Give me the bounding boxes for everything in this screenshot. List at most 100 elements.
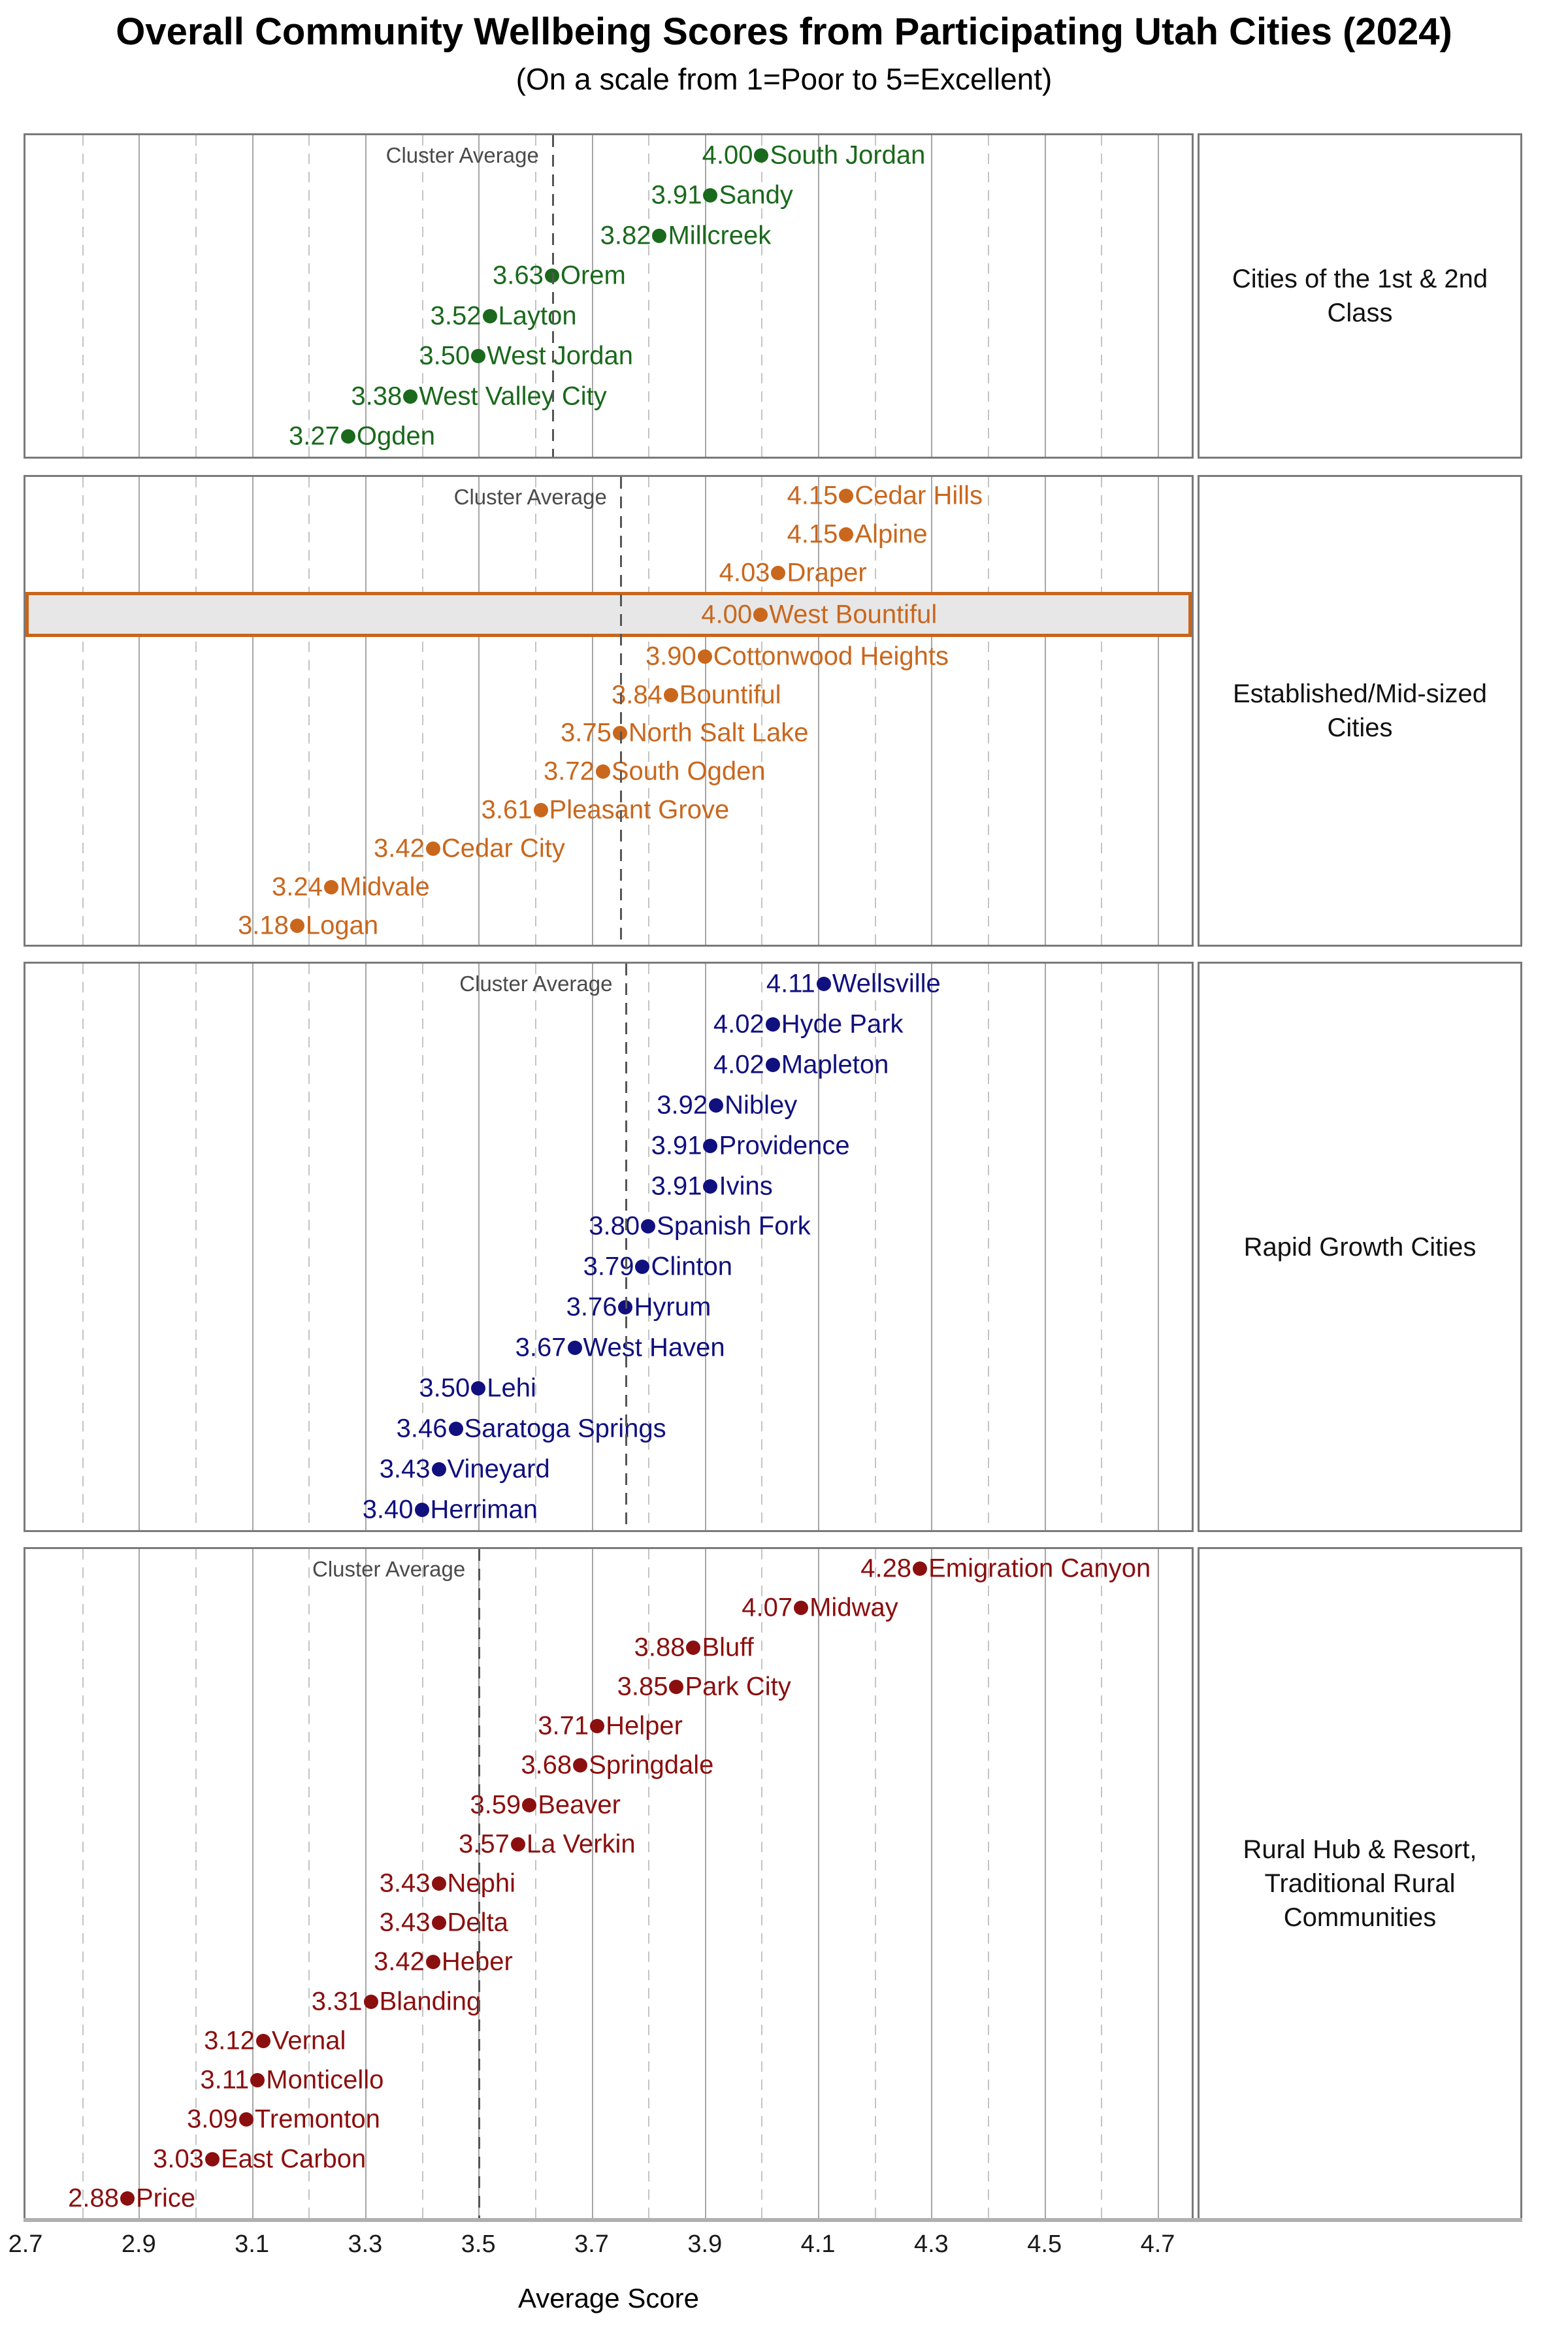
gridline bbox=[931, 135, 933, 457]
city-label: West Valley City bbox=[419, 382, 607, 411]
gridline bbox=[534, 477, 536, 945]
score-label: 4.03 bbox=[719, 558, 770, 587]
score-label: 2.88 bbox=[68, 2183, 119, 2213]
gridline bbox=[252, 477, 253, 945]
facet-label: Rural Hub & Resort, Traditional Rural Co… bbox=[1243, 1835, 1477, 1932]
city-label: Midvale bbox=[339, 872, 430, 902]
score-label: 4.00 bbox=[702, 140, 753, 170]
x-tick-label: 3.9 bbox=[687, 2230, 723, 2258]
chart-subtitle: (On a scale from 1=Poor to 5=Excellent) bbox=[515, 62, 1053, 96]
city-label: Providence bbox=[719, 1131, 850, 1160]
score-label: 3.57 bbox=[458, 1829, 510, 1859]
score-label: 3.42 bbox=[374, 1947, 425, 1976]
gridline bbox=[1158, 135, 1159, 457]
city-label: South Ogden bbox=[611, 757, 766, 786]
data-row: 3.42 Cedar City bbox=[25, 829, 1192, 868]
data-row: 3.85 Park City bbox=[25, 1667, 1192, 1707]
gridline bbox=[1101, 1549, 1103, 2218]
x-tick-label: 2.9 bbox=[121, 2230, 156, 2258]
gridline bbox=[591, 477, 593, 945]
data-point-dot bbox=[765, 1017, 780, 1032]
gridline bbox=[252, 964, 253, 1530]
city-label: Price bbox=[135, 2183, 196, 2213]
gridline bbox=[818, 477, 820, 945]
gridline bbox=[988, 135, 990, 457]
gridline bbox=[139, 964, 140, 1530]
score-label: 3.61 bbox=[481, 795, 532, 825]
city-label: Cedar City bbox=[441, 834, 565, 863]
gridline bbox=[1044, 1549, 1046, 2218]
city-label: Cottonwood Heights bbox=[713, 642, 949, 671]
score-label: 3.52 bbox=[430, 301, 482, 331]
gridline bbox=[1158, 964, 1159, 1530]
gridline bbox=[931, 964, 933, 1530]
data-point-dot bbox=[794, 1601, 809, 1616]
gridline bbox=[365, 477, 367, 945]
data-row: 3.63 Orem bbox=[25, 256, 1192, 297]
gridline bbox=[252, 1549, 253, 2218]
data-row: 3.76 Hyrum bbox=[25, 1287, 1192, 1328]
data-row: 2.88 Price bbox=[25, 2179, 1192, 2218]
city-label: Hyrum bbox=[634, 1292, 711, 1322]
data-point-dot bbox=[590, 1719, 605, 1734]
gridline bbox=[1158, 477, 1159, 945]
score-label: 3.75 bbox=[560, 718, 612, 747]
data-row: 3.52 Layton bbox=[25, 296, 1192, 336]
score-label: 3.80 bbox=[589, 1211, 640, 1241]
gridline bbox=[931, 1549, 933, 2218]
gridline bbox=[818, 1549, 820, 2218]
score-label: 3.43 bbox=[379, 1454, 431, 1484]
data-row: 3.91 Ivins bbox=[25, 1166, 1192, 1207]
city-label: Spanish Fork bbox=[657, 1211, 811, 1241]
gridline bbox=[1101, 477, 1103, 945]
city-label: Alpine bbox=[855, 519, 928, 549]
city-label: Hyde Park bbox=[781, 1009, 904, 1039]
city-label: Cedar Hills bbox=[855, 481, 983, 510]
data-row: 3.80 Spanish Fork bbox=[25, 1207, 1192, 1247]
gridline bbox=[82, 1549, 84, 2218]
plot-area: Cluster Average 4.00 South Jordan 3.91 Sandy… bbox=[24, 133, 1194, 459]
city-label: Nephi bbox=[447, 1869, 516, 1898]
score-label: 4.15 bbox=[787, 481, 838, 510]
data-point-dot bbox=[839, 527, 854, 542]
score-label: 3.59 bbox=[470, 1790, 521, 1820]
gridline bbox=[591, 135, 593, 457]
data-row: 3.27 Ogden bbox=[25, 417, 1192, 457]
city-label: Tremonton bbox=[254, 2104, 380, 2134]
data-point-dot bbox=[255, 2033, 270, 2048]
score-label: 3.92 bbox=[657, 1090, 708, 1120]
score-label: 3.12 bbox=[204, 2026, 255, 2055]
facet-strip: Cities of the 1st & 2nd Class bbox=[1198, 133, 1522, 459]
score-label: 3.72 bbox=[543, 757, 595, 786]
cluster-average-line bbox=[551, 135, 554, 457]
facet-panel-1: Cluster Average 4.00 South Jordan 3.91 Sandy… bbox=[24, 133, 1522, 459]
data-row: 3.92 Nibley bbox=[25, 1085, 1192, 1126]
data-row: 3.57 La Verkin bbox=[25, 1825, 1192, 1864]
data-point-dot bbox=[448, 1422, 463, 1437]
facet-strip: Rapid Growth Cities bbox=[1198, 962, 1522, 1532]
gridline bbox=[761, 477, 763, 945]
city-label: Lehi bbox=[487, 1373, 536, 1403]
city-label: Mapleton bbox=[781, 1050, 889, 1079]
data-row: 3.82 Millcreek bbox=[25, 216, 1192, 256]
x-tick-label: 3.7 bbox=[574, 2230, 609, 2258]
data-point-dot bbox=[652, 228, 667, 243]
score-label: 3.40 bbox=[362, 1495, 414, 1524]
gridline bbox=[139, 1549, 140, 2218]
gridline bbox=[818, 135, 820, 457]
data-row: 3.50 West Jordan bbox=[25, 336, 1192, 377]
data-row: 4.07 Midway bbox=[25, 1588, 1192, 1627]
data-point-dot bbox=[753, 607, 768, 622]
data-point-dot bbox=[120, 2191, 135, 2206]
data-point-dot bbox=[510, 1837, 525, 1852]
data-row: 3.79 Clinton bbox=[25, 1247, 1192, 1287]
gridline bbox=[704, 135, 706, 457]
x-tick-label: 4.5 bbox=[1027, 2230, 1062, 2258]
score-label: 3.09 bbox=[187, 2104, 238, 2134]
score-label: 3.68 bbox=[521, 1750, 572, 1780]
score-label: 3.42 bbox=[374, 834, 425, 863]
data-row: 3.38 West Valley City bbox=[25, 376, 1192, 417]
score-label: 3.91 bbox=[651, 1131, 702, 1160]
gridline bbox=[534, 964, 536, 1530]
data-row: 3.75 North Salt Lake bbox=[25, 714, 1192, 753]
